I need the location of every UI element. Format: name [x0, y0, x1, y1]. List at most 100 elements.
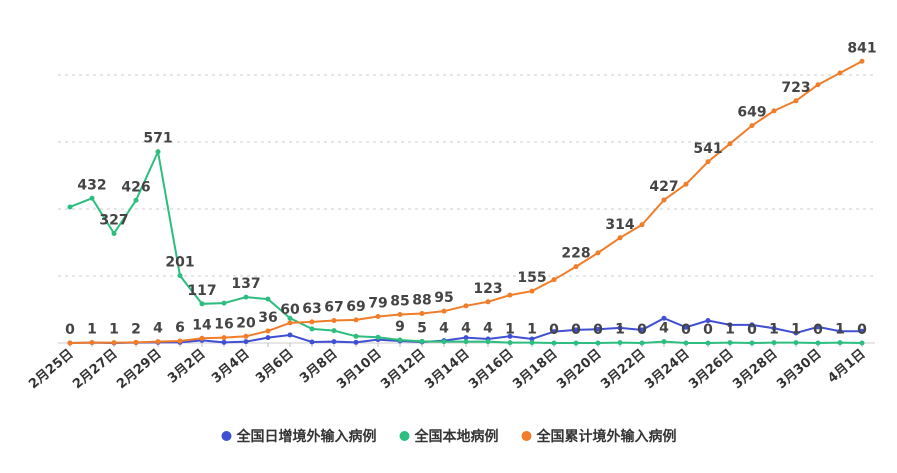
- data-point: [771, 108, 777, 114]
- data-point: [111, 340, 117, 346]
- data-point: [595, 340, 601, 346]
- data-label: 137: [231, 276, 260, 292]
- data-point: [859, 58, 865, 64]
- data-point: [265, 296, 271, 302]
- data-label: 541: [693, 141, 722, 157]
- data-label: 432: [77, 177, 106, 193]
- data-label: 571: [143, 131, 172, 147]
- data-point: [793, 330, 799, 336]
- data-point: [551, 277, 557, 283]
- x-tick-label: 3月6日: [253, 347, 296, 387]
- data-point: [375, 314, 381, 320]
- legend-marker: [221, 431, 232, 441]
- data-point: [639, 340, 645, 346]
- data-label: 155: [517, 270, 546, 286]
- data-point: [177, 338, 183, 344]
- data-point: [551, 329, 557, 335]
- data-point: [243, 294, 249, 300]
- data-point: [67, 340, 73, 346]
- data-label: 60: [280, 302, 300, 318]
- data-label: 649: [737, 105, 766, 121]
- data-point: [771, 325, 777, 331]
- data-point: [419, 338, 425, 344]
- data-label: 427: [649, 179, 678, 195]
- data-point: [89, 195, 95, 201]
- data-point: [727, 322, 733, 328]
- data-point: [243, 339, 249, 345]
- data-label: 0: [65, 322, 75, 338]
- data-point: [485, 339, 491, 345]
- data-point: [837, 70, 843, 76]
- data-point: [353, 339, 359, 345]
- data-label: 4: [439, 321, 449, 337]
- data-point: [573, 327, 579, 333]
- data-point: [683, 340, 689, 346]
- data-label: 4: [461, 321, 471, 337]
- x-tick-label: 3月20日: [554, 347, 604, 393]
- data-point: [397, 337, 403, 343]
- data-point: [529, 336, 535, 342]
- x-tick-label: 3月4日: [209, 347, 252, 387]
- data-point: [859, 328, 865, 334]
- data-point: [133, 197, 139, 203]
- data-label: 426: [121, 179, 150, 195]
- data-point: [155, 339, 161, 345]
- data-label: 0: [571, 322, 581, 338]
- data-label: 0: [593, 322, 603, 338]
- data-point: [837, 340, 843, 346]
- data-label: 79: [368, 296, 387, 312]
- data-label: 1: [791, 322, 801, 338]
- data-point: [617, 340, 623, 346]
- x-tick-label: 2月25日: [26, 347, 76, 393]
- x-tick-label: 3月14日: [422, 347, 472, 393]
- data-point: [573, 264, 579, 270]
- data-point: [309, 319, 315, 325]
- data-point: [683, 324, 689, 330]
- data-point: [67, 204, 73, 210]
- data-label: 1: [769, 322, 779, 338]
- data-label: 1: [725, 322, 735, 338]
- series-line: [69, 60, 863, 344]
- data-label: 14: [192, 317, 212, 333]
- data-point: [441, 339, 447, 345]
- legend-marker: [521, 431, 532, 441]
- data-point: [639, 222, 645, 228]
- data-point: [309, 326, 315, 332]
- data-point: [221, 300, 227, 306]
- data-point: [771, 340, 777, 346]
- data-label: 0: [703, 322, 713, 338]
- data-point: [815, 340, 821, 346]
- data-point: [749, 322, 755, 328]
- data-label: 201: [165, 255, 194, 271]
- data-label: 1: [505, 322, 515, 338]
- data-point: [639, 327, 645, 333]
- data-label: 0: [549, 322, 559, 338]
- data-point: [727, 141, 733, 147]
- data-point: [199, 335, 205, 341]
- data-point: [89, 340, 95, 346]
- data-point: [287, 332, 293, 338]
- data-label: 0: [637, 322, 647, 338]
- data-point: [133, 339, 139, 345]
- data-point: [309, 339, 315, 345]
- data-point: [815, 324, 821, 330]
- data-label: 95: [434, 290, 453, 306]
- legend-label: 全国日增境外输入病例: [236, 428, 377, 445]
- data-label: 0: [813, 322, 823, 338]
- data-label: 67: [324, 300, 343, 316]
- x-tick-label: 2月27日: [70, 347, 120, 393]
- data-point: [617, 325, 623, 331]
- data-point: [507, 333, 513, 339]
- data-point: [507, 292, 513, 298]
- data-point: [155, 149, 161, 155]
- legend-marker: [399, 431, 410, 441]
- data-point: [287, 320, 293, 326]
- data-label: 0: [681, 322, 691, 338]
- data-label: 723: [781, 80, 810, 96]
- legend-label: 全国本地病例: [414, 428, 499, 445]
- data-label: 117: [187, 283, 216, 299]
- x-tick-label: 3月18日: [510, 347, 560, 393]
- data-point: [199, 301, 205, 307]
- data-point: [419, 311, 425, 317]
